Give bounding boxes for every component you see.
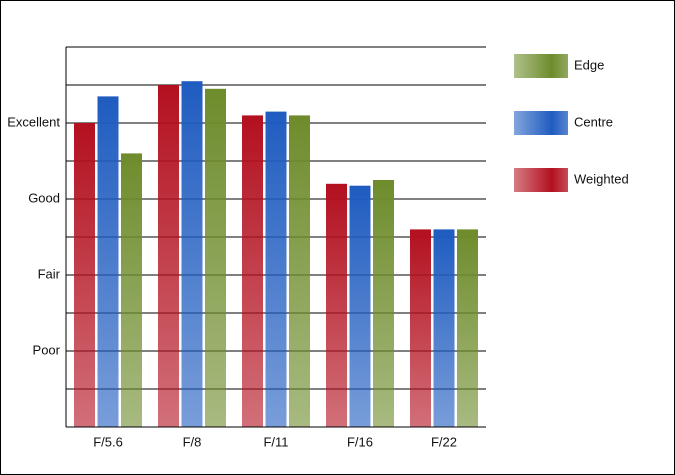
y-tick-label: Poor xyxy=(33,342,61,357)
bar xyxy=(433,229,455,427)
legend-label: Edge xyxy=(574,57,604,72)
bar xyxy=(457,229,478,427)
bar xyxy=(74,123,95,427)
legend-swatch xyxy=(514,168,568,192)
y-tick-label: Fair xyxy=(38,266,61,281)
bar xyxy=(349,185,371,427)
bar xyxy=(181,81,203,427)
legend-label: Weighted xyxy=(574,171,629,186)
bar xyxy=(158,85,179,427)
legend-label: Centre xyxy=(574,114,613,129)
x-tick-label: F/16 xyxy=(347,434,373,449)
y-tick-label: Good xyxy=(28,190,60,205)
bar xyxy=(289,115,310,428)
x-tick-label: F/11 xyxy=(263,434,288,449)
bar xyxy=(326,183,347,427)
bar xyxy=(121,153,142,427)
x-tick-label: F/22 xyxy=(431,434,457,449)
x-tick-label: F/8 xyxy=(183,434,202,449)
bar xyxy=(205,88,226,428)
y-tick-label: Excellent xyxy=(7,114,60,129)
bar xyxy=(97,96,119,428)
bar xyxy=(373,180,394,427)
x-tick-label: F/5.6 xyxy=(93,434,123,449)
bar xyxy=(265,111,287,427)
legend-swatch xyxy=(514,111,568,135)
legend-swatch xyxy=(514,54,568,78)
bar xyxy=(242,115,263,428)
bar xyxy=(410,229,431,427)
